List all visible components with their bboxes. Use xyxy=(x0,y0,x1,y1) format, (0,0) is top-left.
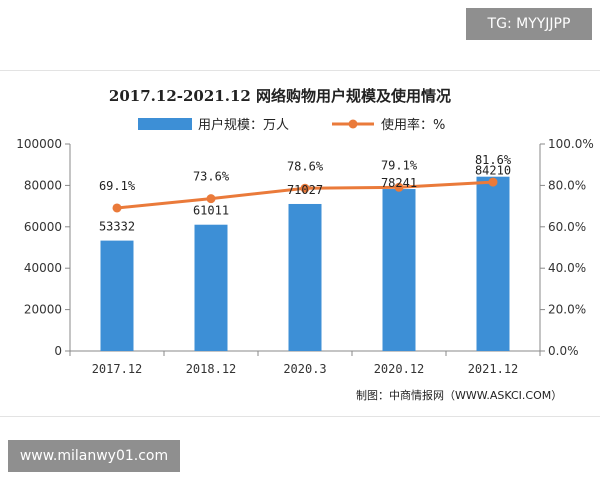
x-tick-label: 2018.12 xyxy=(186,362,237,376)
usage-rate-point xyxy=(206,194,216,204)
bar-value-label: 84210 xyxy=(475,164,511,178)
usage-rate-point xyxy=(488,177,498,187)
y-right-tick-label: 20.0% xyxy=(548,303,586,317)
x-tick-label: 2017.12 xyxy=(92,362,143,376)
usage-rate-label: 78.6% xyxy=(287,159,324,173)
legend-bar-swatch xyxy=(138,118,192,130)
y-left-tick-label: 40000 xyxy=(24,261,62,275)
bar xyxy=(476,176,510,351)
bar-value-label: 53332 xyxy=(99,220,135,234)
usage-rate-point xyxy=(394,182,404,192)
chart-source: 制图：中商情报网（WWW.ASKCI.COM） xyxy=(356,388,562,402)
x-tick-label: 2020.12 xyxy=(374,362,425,376)
y-left-tick-label: 100000 xyxy=(16,137,62,151)
bar xyxy=(288,203,322,351)
y-left-tick-label: 0 xyxy=(54,344,62,358)
chart-panel: 2017.12-2021.12 网络购物用户规模及使用情况 用户规模：万人 使用… xyxy=(0,70,600,417)
plot-area: 0 20000 40000 60000 80000 100000 0.0% 20.0% 40.0… xyxy=(16,137,594,376)
y-right-tick-label: 80.0% xyxy=(548,178,586,192)
legend-bar-label: 用户规模：万人 xyxy=(198,117,289,133)
website-badge: www.milanwy01.com xyxy=(8,440,180,472)
x-tick-label: 2020.3 xyxy=(283,362,326,376)
usage-rate-label: 79.1% xyxy=(381,158,418,172)
bar xyxy=(382,189,416,351)
y-left-tick-label: 20000 xyxy=(24,303,62,317)
bar-value-label: 71027 xyxy=(287,183,323,197)
y-right-tick-label: 60.0% xyxy=(548,220,586,234)
usage-rate-label: 69.1% xyxy=(99,179,136,193)
y-left-tick-label: 80000 xyxy=(24,178,62,192)
online-shopping-users-chart: 2017.12-2021.12 网络购物用户规模及使用情况 用户规模：万人 使用… xyxy=(16,87,594,402)
y-left-tick-label: 60000 xyxy=(24,220,62,234)
bar xyxy=(194,224,228,351)
usage-rate-label: 81.6% xyxy=(475,153,512,167)
telegram-badge: TG: MYYJJPP xyxy=(466,8,592,40)
y-right-tick-label: 0.0% xyxy=(548,344,579,358)
legend-line-marker xyxy=(348,119,358,129)
usage-rate-point xyxy=(112,203,122,213)
legend-line-label: 使用率：% xyxy=(381,117,445,133)
bar xyxy=(100,240,134,351)
bar-value-label: 61011 xyxy=(193,204,229,218)
y-right-tick-label: 100.0% xyxy=(548,137,594,151)
usage-rate-point xyxy=(300,183,310,193)
bar-value-label: 78241 xyxy=(381,176,417,190)
chart-title: 2017.12-2021.12 网络购物用户规模及使用情况 xyxy=(109,87,451,105)
x-tick-label: 2021.12 xyxy=(468,362,519,376)
y-right-tick-label: 40.0% xyxy=(548,261,586,275)
usage-rate-label: 73.6% xyxy=(193,170,230,184)
